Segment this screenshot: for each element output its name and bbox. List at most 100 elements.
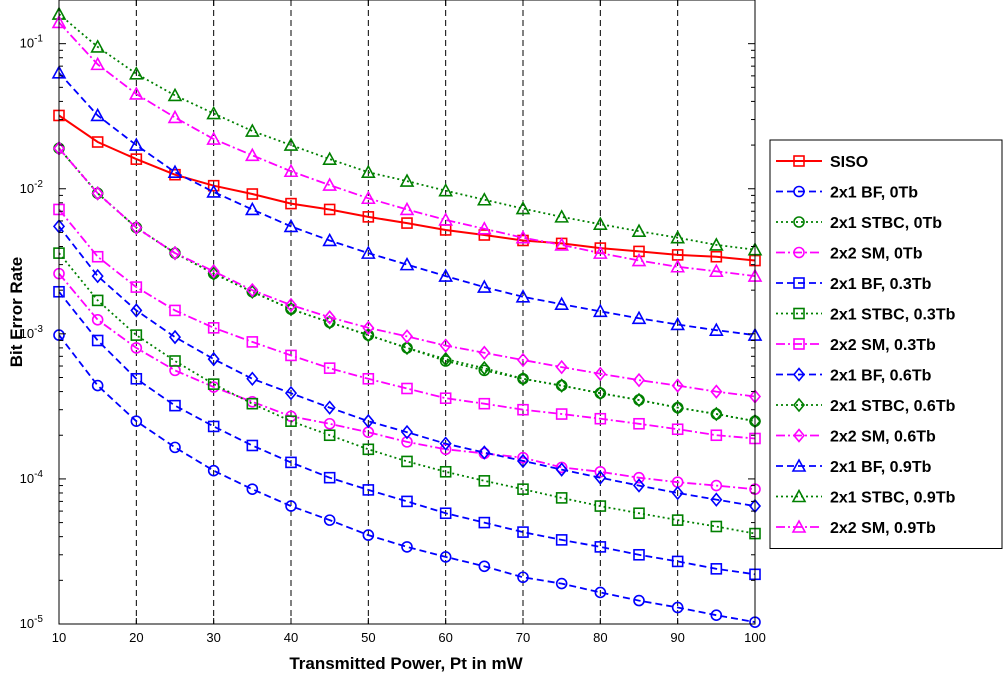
legend-marker [792, 367, 806, 382]
data-point [439, 465, 452, 478]
legend-marker [792, 397, 806, 413]
legend-label: 2x2 SM, 0.9Tb [830, 520, 936, 537]
data-point [323, 400, 336, 415]
data-point [323, 203, 336, 216]
data-point [633, 548, 645, 561]
data-point [632, 392, 646, 408]
data-point [592, 245, 608, 259]
series-9 [52, 141, 762, 429]
data-point [285, 500, 297, 512]
data-point [439, 338, 452, 353]
data-point [207, 378, 220, 390]
data-point [128, 66, 144, 80]
data-point [91, 294, 104, 307]
data-point [323, 514, 336, 526]
data-point [130, 153, 143, 165]
legend-item: 2x2 SM, 0.6Tb [776, 428, 936, 446]
data-point [478, 475, 491, 487]
legend-marker [793, 155, 805, 167]
legend-marker [793, 277, 805, 289]
data-point [130, 329, 143, 341]
data-point [592, 303, 608, 318]
data-point [516, 371, 530, 387]
data-point [207, 179, 220, 192]
data-point [246, 336, 259, 348]
data-point [169, 399, 181, 412]
legend-label: 2x2 SM, 0.6Tb [830, 429, 936, 446]
data-point [439, 507, 452, 520]
data-point [401, 342, 413, 354]
data-point [710, 429, 723, 442]
data-point [401, 541, 413, 553]
legend-label: SISO [830, 154, 868, 171]
x-tick-label: 80 [593, 630, 607, 645]
data-point [439, 351, 452, 367]
data-point [244, 147, 260, 162]
data-point [323, 417, 336, 430]
data-point [515, 200, 531, 215]
data-point [207, 351, 220, 367]
data-point [594, 586, 607, 599]
legend-label: 2x1 BF, 0.3Tb [830, 276, 932, 293]
data-point [476, 192, 492, 206]
data-point [671, 601, 684, 614]
legend-item: 2x1 STBC, 0Tb [776, 215, 942, 232]
data-point [439, 392, 452, 405]
legend-marker [792, 428, 806, 443]
data-point [206, 184, 222, 198]
data-point [476, 221, 492, 235]
data-point [670, 259, 686, 273]
data-point [91, 268, 104, 284]
data-point [169, 355, 181, 367]
data-point [207, 420, 220, 433]
data-point [283, 137, 299, 151]
legend-label: 2x1 STBC, 0.6Tb [830, 398, 956, 415]
legend-marker [793, 216, 805, 228]
legend-marker [791, 488, 807, 503]
series-7 [53, 203, 761, 445]
data-point [516, 352, 530, 368]
data-point [246, 371, 259, 387]
data-point [169, 364, 181, 377]
data-point [710, 492, 723, 507]
data-point [323, 362, 336, 374]
legend-item: 2x1 BF, 0.9Tb [776, 458, 932, 476]
data-point [517, 571, 529, 584]
data-point [438, 268, 454, 282]
legend-item: 2x1 STBC, 0.9Tb [776, 488, 956, 507]
data-point [478, 560, 491, 573]
data-point [400, 329, 414, 344]
plot-area-frame [58, 0, 756, 625]
data-point [439, 551, 452, 563]
data-point [633, 594, 645, 607]
data-point [478, 397, 491, 410]
data-point [207, 264, 220, 279]
series-line [58, 147, 756, 423]
data-point [401, 495, 413, 508]
x-tick-label: 50 [361, 630, 375, 645]
series-line [58, 21, 756, 277]
data-point [632, 372, 646, 388]
legend-item: 2x1 BF, 0.3Tb [776, 276, 932, 293]
legend-item: 2x1 BF, 0Tb [776, 185, 918, 202]
series-2 [53, 329, 761, 628]
data-point [90, 56, 106, 71]
data-point [285, 415, 297, 427]
data-point [594, 366, 607, 382]
series-8 [52, 219, 762, 514]
data-point [594, 385, 607, 401]
data-point [168, 329, 182, 345]
legend-label: 2x1 STBC, 0.3Tb [830, 307, 956, 324]
data-point [671, 555, 684, 568]
series-line [58, 291, 756, 576]
series-12 [51, 6, 763, 256]
data-point [555, 378, 568, 393]
data-point [169, 304, 181, 317]
legend-label: 2x1 BF, 0.6Tb [830, 368, 932, 385]
series-line [58, 114, 756, 262]
data-point [632, 478, 646, 493]
data-point [206, 131, 222, 145]
data-point [517, 403, 529, 416]
data-point [246, 483, 259, 495]
